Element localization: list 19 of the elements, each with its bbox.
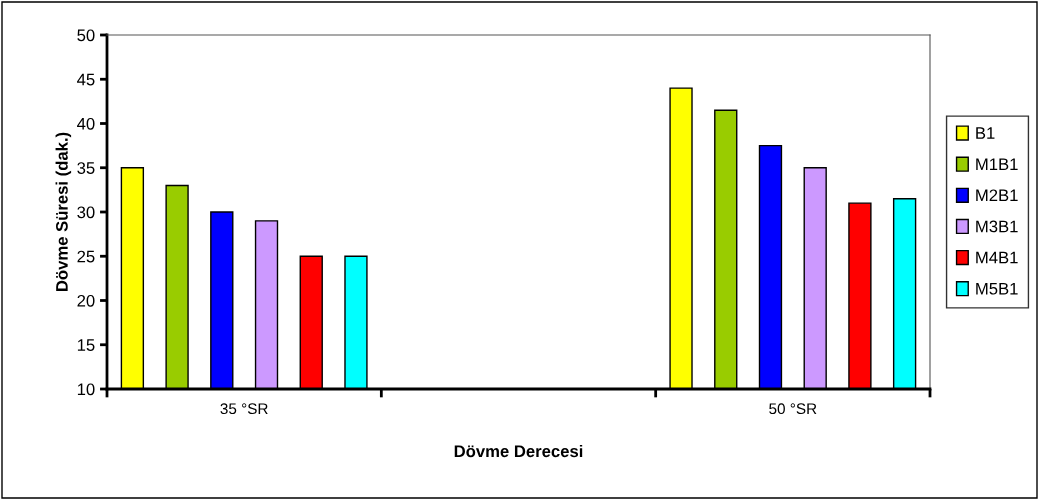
x-axis-title: Dövme Derecesi xyxy=(454,444,583,458)
y-tick-label: 15 xyxy=(77,339,95,351)
y-tick-label: 40 xyxy=(77,117,95,130)
y-tick-label: 50 xyxy=(77,29,95,42)
y-tick-label: 25 xyxy=(77,250,95,263)
y-axis-title: Dövme Süresi (dak.) xyxy=(55,132,72,291)
y-tick-label: 20 xyxy=(77,294,95,307)
legend-label: M4B1 xyxy=(976,251,1018,264)
y-tick-label: 35 xyxy=(77,162,95,174)
legend-label: B1 xyxy=(976,127,995,139)
legend-label: M5B1 xyxy=(976,282,1018,295)
x-tick-label: 35 °SR xyxy=(220,403,268,415)
y-tick-label: 10 xyxy=(77,383,95,396)
y-tick-label: 30 xyxy=(77,206,95,219)
legend-label: M3B1 xyxy=(976,220,1018,233)
legend-label: M2B1 xyxy=(976,189,1018,202)
legend-label: M1B1 xyxy=(976,158,1018,170)
x-tick-label: 50 °SR xyxy=(769,403,817,415)
y-tick-label: 45 xyxy=(77,73,95,86)
